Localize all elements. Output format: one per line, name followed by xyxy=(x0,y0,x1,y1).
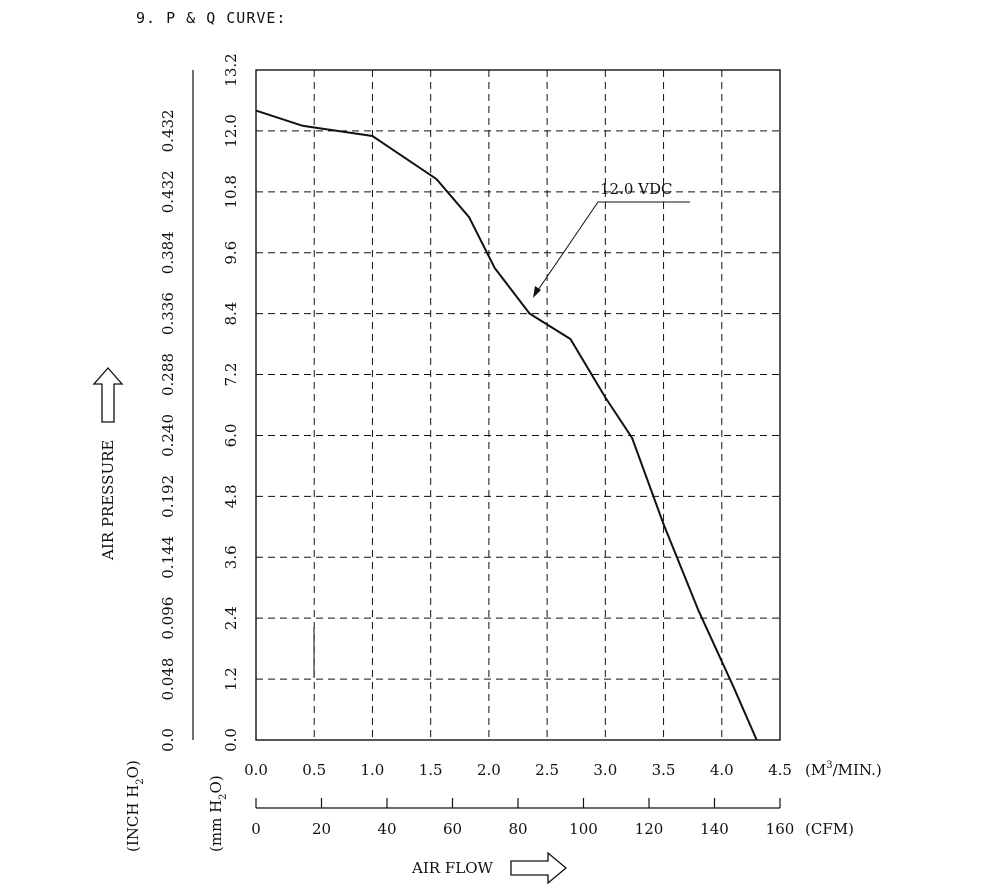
y-mm-tick-label: 4.8 xyxy=(222,484,240,508)
y-inch-tick-label: 0.288 xyxy=(159,353,177,396)
y-mm-tick-label: 10.8 xyxy=(222,175,240,208)
y-inch-tick-label: 0.240 xyxy=(159,414,177,457)
y-inch-tick-label: 0.048 xyxy=(159,658,177,701)
x-tick-label: 4.0 xyxy=(710,761,734,779)
cfm-tick-label: 40 xyxy=(377,820,396,838)
y-inch-tick-label: 0.0 xyxy=(159,728,177,752)
chart-heading: 9. P & Q CURVE: xyxy=(136,9,287,27)
series-line-12vdc xyxy=(255,109,758,741)
inch-unit-label: (INCH H2O) xyxy=(124,760,146,852)
x-tick-label: 3.0 xyxy=(593,761,617,779)
mm-unit-label: (mm H2O) xyxy=(207,775,229,852)
y-mm-tick-label: 12.0 xyxy=(222,114,240,147)
cfm-tick-label: 140 xyxy=(700,820,729,838)
y-mm-tick-label: 7.2 xyxy=(222,363,240,387)
y-inch-tick-label: 0.096 xyxy=(159,597,177,640)
right-arrow-icon xyxy=(510,851,568,885)
y-inch-tick-label: 0.192 xyxy=(159,475,177,518)
x-tick-label: 1.5 xyxy=(419,761,443,779)
cfm-tick-label: 100 xyxy=(569,820,598,838)
y-mm-tick-label: 9.6 xyxy=(222,241,240,265)
cfm-tick-label: 0 xyxy=(251,820,261,838)
cfm-tick-label: 20 xyxy=(312,820,331,838)
cfm-tick-label: 160 xyxy=(766,820,795,838)
x-axis-title: AIR FLOW xyxy=(411,859,493,877)
cfm-tick-label: 120 xyxy=(635,820,664,838)
x-tick-label: 0.5 xyxy=(302,761,326,779)
up-arrow-icon xyxy=(92,367,124,423)
y-inch-tick-label: 0.384 xyxy=(159,231,177,274)
y-axis-title: AIR PRESSURE xyxy=(99,440,117,561)
cfm-unit-label: (CFM) xyxy=(805,820,854,838)
y-mm-tick-label: 13.2 xyxy=(222,53,240,86)
series-label-12vdc: 12.0 VDC xyxy=(600,180,673,198)
y-inch-tick-label: 0.144 xyxy=(159,536,177,579)
x-tick-label: 2.0 xyxy=(477,761,501,779)
cfm-tick-labels: 0 20 40 60 80 100 120 140 160 xyxy=(251,798,794,838)
x-tick-label: 2.5 xyxy=(535,761,559,779)
x-tick-label: 0.0 xyxy=(244,761,268,779)
mm-tick-labels: 0.0 1.2 2.4 3.6 4.8 6.0 7.2 8.4 9.6 10.8 12.0 13.2 xyxy=(222,53,240,752)
y-mm-tick-label: 3.6 xyxy=(222,545,240,569)
y-inch-tick-label: 0.432 xyxy=(159,170,177,213)
x-unit-label: (M3/MIN.) xyxy=(805,760,882,779)
y-mm-tick-label: 6.0 xyxy=(222,424,240,448)
cfm-tick-label: 80 xyxy=(508,820,527,838)
callout-arrowhead xyxy=(533,286,541,298)
x-tick-label: 3.5 xyxy=(652,761,676,779)
y-mm-tick-label: 8.4 xyxy=(222,302,240,326)
grid-layer xyxy=(256,70,780,740)
cfm-tick-label: 60 xyxy=(443,820,462,838)
plot-frame xyxy=(255,69,781,741)
inch-tick-labels: 0.0 0.048 0.096 0.144 0.192 0.240 0.288 0.336 0.… xyxy=(159,109,177,751)
x-tick-label: 1.0 xyxy=(361,761,385,779)
y-mm-tick-label: 1.2 xyxy=(222,667,240,691)
y-inch-tick-label: 0.336 xyxy=(159,292,177,335)
x-tick-label: 4.5 xyxy=(768,761,792,779)
y-mm-tick-label: 0.0 xyxy=(222,728,240,752)
y-mm-tick-label: 2.4 xyxy=(222,606,240,630)
y-inch-tick-label: 0.432 xyxy=(159,109,177,152)
x-tick-labels: 0.0 0.5 1.0 1.5 2.0 2.5 3.0 3.5 4.0 4.5 xyxy=(244,761,792,779)
callout-leader xyxy=(535,201,690,294)
